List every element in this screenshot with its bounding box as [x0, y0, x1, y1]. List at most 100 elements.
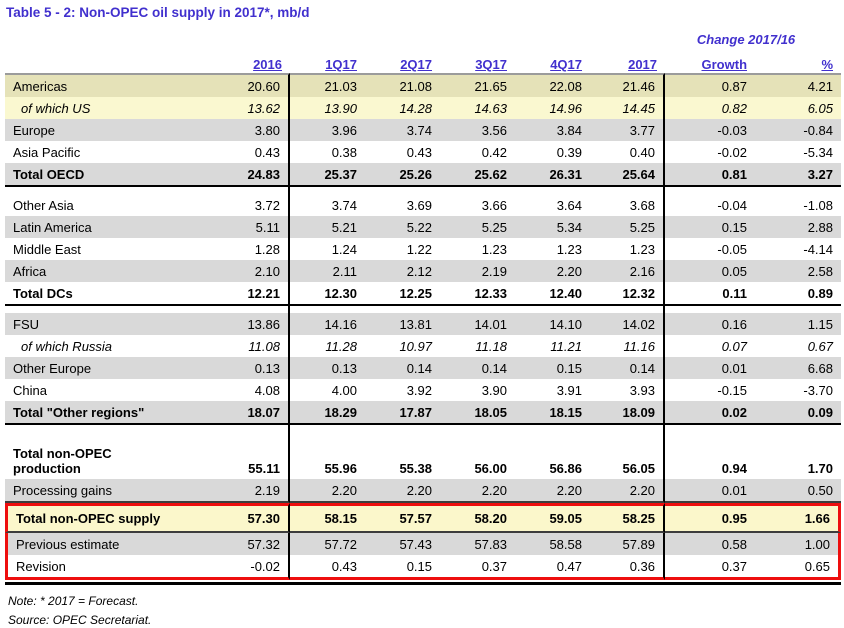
cell: 0.01	[665, 479, 756, 503]
cell: -4.14	[803, 241, 834, 257]
row-label-header	[5, 48, 215, 73]
cell: -0.04	[717, 197, 748, 213]
cell: 3.77	[590, 119, 666, 141]
cell: 0.01	[665, 357, 756, 379]
cell: 55.11	[215, 432, 290, 479]
cell: 1.23	[590, 238, 666, 260]
note-source: Source: OPEC Secretariat.	[8, 613, 152, 627]
cell: 57.83	[440, 533, 515, 555]
cell: 0.36	[590, 555, 666, 580]
cell: 13.90	[290, 97, 365, 119]
cell: 0.58	[665, 533, 756, 555]
row-label: of which Russia	[21, 338, 113, 354]
row-label: Other Europe	[5, 357, 215, 379]
cell: 12.33	[440, 282, 515, 306]
cell: 0.15	[665, 216, 756, 238]
cell: 0.65	[755, 555, 842, 580]
cell: 5.25	[440, 216, 515, 238]
row-label: Revision	[5, 555, 215, 580]
cell: 0.37	[665, 555, 756, 580]
cell: 0.81	[665, 163, 756, 187]
cell: -0.15	[717, 382, 748, 398]
cell: 3.90	[481, 382, 507, 398]
table-row: China 4.08 4.00 3.92 3.90 3.91 3.93 -0.15 -3.70	[5, 379, 841, 401]
cell: 25.37	[290, 163, 365, 187]
table-row: Asia Pacific 0.43 0.38 0.43 0.42 0.39 0.40 -0.0…	[5, 141, 841, 163]
row-label: Processing gains	[5, 479, 215, 503]
row-label: Total non-OPEC production	[13, 446, 112, 476]
cell: 20.60	[215, 73, 290, 97]
row-label: Middle East	[13, 241, 81, 257]
cell: 0.43	[406, 144, 432, 160]
row-label: FSU	[5, 313, 215, 335]
cell: 3.80	[215, 119, 290, 141]
cell: 1.23	[556, 241, 582, 257]
cell: 0.14	[590, 357, 666, 379]
cell: 59.05	[515, 503, 590, 533]
cell: 5.22	[365, 216, 440, 238]
cell: 5.11	[215, 216, 290, 238]
cell: -5.34	[803, 144, 834, 160]
cell: 14.16	[290, 313, 365, 335]
cell: 11.18	[475, 338, 507, 354]
cell: 13.81	[365, 313, 440, 335]
table-row: Total DCs 12.21 12.30 12.25 12.33 12.40 12.32 0…	[5, 282, 842, 306]
row-label: Asia Pacific	[13, 144, 81, 160]
cell: 10.97	[399, 338, 432, 354]
table-row: Total "Other regions" 18.07 18.29 17.87 18.0…	[5, 401, 842, 425]
table-bottom-border	[5, 582, 841, 585]
cell: 55.38	[399, 461, 432, 476]
cell: 2.20	[515, 260, 590, 282]
cell: 0.95	[665, 503, 756, 533]
cell: 3.68	[590, 194, 666, 216]
column-header-2016: 2016	[253, 57, 282, 72]
note-forecast: Note: * 2017 = Forecast.	[8, 594, 139, 608]
cell: 57.72	[290, 533, 365, 555]
cell: 12.25	[365, 282, 440, 306]
table-row: Total non-OPEC supply 57.30 58.15 57.57 58.2…	[5, 503, 842, 533]
cell: 0.05	[665, 260, 756, 282]
cell: 26.31	[515, 163, 590, 187]
cell: 57.89	[590, 533, 666, 555]
cell: 3.96	[290, 119, 365, 141]
cell: 21.46	[590, 73, 666, 97]
cell: 5.34	[515, 216, 590, 238]
column-header-2017: 2017	[628, 57, 658, 72]
table-row: Europe 3.80 3.96 3.74 3.56 3.84 3.77 -0.03 -0.84	[5, 119, 842, 141]
row-label: Other Asia	[13, 197, 74, 213]
cell: 0.47	[515, 555, 590, 580]
row-label: China	[13, 382, 47, 398]
table-row: of which Russia 11.08 11.28 10.97 11.18 11.21…	[5, 335, 841, 357]
cell: 0.94	[721, 461, 748, 476]
cell: 1.15	[755, 313, 842, 335]
cell: 2.11	[290, 260, 365, 282]
cell: 2.58	[755, 260, 842, 282]
row-label: of which US	[5, 97, 215, 119]
cell: 0.82	[665, 97, 756, 119]
cell: 58.25	[590, 503, 666, 533]
cell: 14.63	[440, 97, 515, 119]
oil-supply-table: Change 2017/16 2016 1Q17 2Q17 3Q17 4Q17 …	[5, 29, 842, 580]
section-gap	[5, 425, 841, 432]
cell: 57.43	[365, 533, 440, 555]
table-row: Middle East 1.28 1.24 1.22 1.23 1.23 1.23 -0.05…	[5, 238, 841, 260]
cell: 6.68	[755, 357, 842, 379]
cell: 0.50	[755, 479, 842, 503]
change-period-label: Change 2017/16	[696, 32, 796, 47]
header-spacer	[5, 29, 665, 48]
section-gap	[5, 306, 841, 313]
cell: 14.45	[590, 97, 666, 119]
cell: 0.07	[721, 338, 748, 354]
cell: 3.74	[365, 119, 440, 141]
cell: 3.69	[406, 197, 432, 213]
cell: 1.23	[481, 241, 507, 257]
cell: 11.21	[550, 338, 582, 354]
table-body: Americas 20.60 21.03 21.08 21.65 22.08 21.46 0.…	[5, 73, 842, 580]
cell: 18.09	[590, 401, 666, 425]
cell: 2.20	[515, 479, 590, 503]
cell: -0.05	[717, 241, 748, 257]
cell: 1.24	[331, 241, 357, 257]
cell: 2.10	[215, 260, 290, 282]
cell: 14.10	[515, 313, 590, 335]
